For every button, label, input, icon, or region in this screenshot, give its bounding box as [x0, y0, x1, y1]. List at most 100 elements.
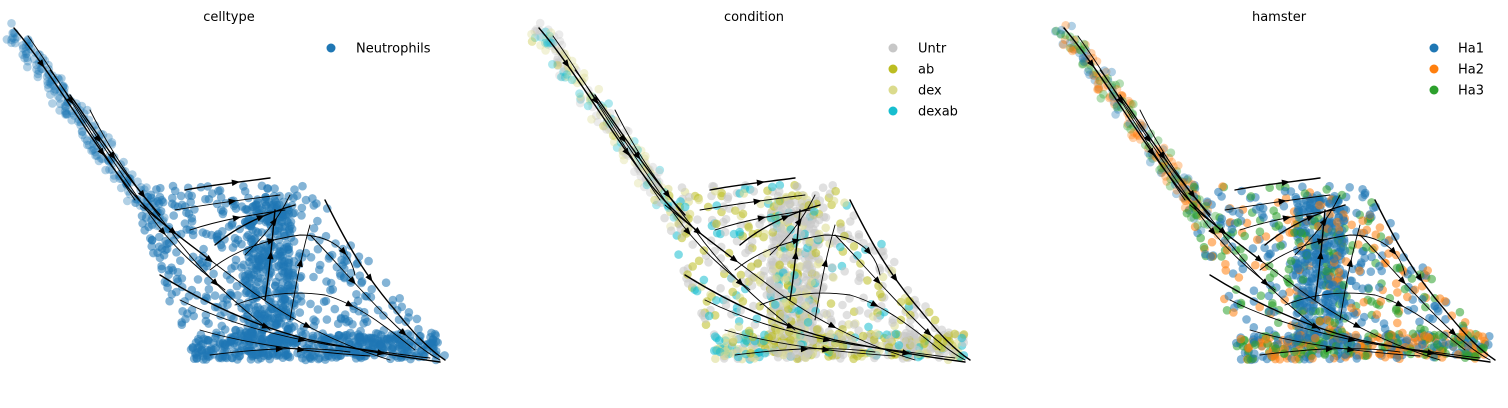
- data-point: [1290, 355, 1300, 364]
- data-point: [50, 87, 59, 96]
- data-point: [286, 217, 296, 227]
- data-point: [673, 212, 682, 221]
- data-point: [863, 276, 872, 285]
- data-point: [838, 300, 847, 310]
- legend-marker: [1429, 43, 1439, 53]
- streamline-arrow: [345, 300, 354, 307]
- data-point: [535, 18, 545, 28]
- data-point: [780, 253, 790, 263]
- data-point: [169, 211, 178, 220]
- data-point: [885, 335, 894, 344]
- data-point: [711, 354, 720, 364]
- data-point: [225, 288, 235, 298]
- data-point: [1127, 130, 1136, 140]
- streamline-arrow: [794, 217, 802, 227]
- panel-title: condition: [724, 10, 784, 25]
- data-point: [284, 258, 294, 268]
- data-point: [1236, 334, 1246, 344]
- data-point: [548, 38, 558, 48]
- data-point: [785, 199, 794, 209]
- scatter-points: [527, 18, 969, 365]
- data-point: [721, 214, 731, 224]
- data-point: [47, 77, 56, 86]
- data-point: [1164, 153, 1174, 163]
- data-point: [257, 254, 266, 263]
- data-point: [760, 229, 769, 238]
- data-point: [186, 197, 195, 207]
- data-point: [553, 58, 563, 68]
- data-point: [1295, 301, 1305, 311]
- data-point: [109, 171, 119, 180]
- streamline: [814, 224, 836, 321]
- data-point: [544, 25, 553, 34]
- data-point: [1083, 67, 1093, 76]
- streamline-arrow: [1319, 217, 1327, 227]
- data-point: [688, 262, 697, 271]
- streamline-arrow: [1208, 227, 1216, 236]
- data-point: [640, 182, 649, 192]
- data-point: [1246, 192, 1256, 201]
- data-point: [258, 285, 267, 295]
- data-point: [694, 195, 704, 205]
- data-point: [1338, 305, 1347, 314]
- data-point: [1352, 208, 1361, 218]
- data-point: [1427, 274, 1436, 284]
- data-point: [57, 74, 66, 83]
- data-point: [297, 297, 306, 306]
- data-point: [894, 341, 904, 350]
- data-point: [262, 216, 272, 225]
- data-point: [645, 188, 655, 197]
- legend-label: Neutrophils: [356, 42, 431, 57]
- data-point: [811, 248, 821, 258]
- data-point: [870, 246, 880, 255]
- data-point: [397, 302, 407, 312]
- data-point: [744, 245, 754, 255]
- data-point: [1375, 283, 1384, 292]
- data-point: [352, 290, 361, 299]
- data-point: [172, 274, 182, 284]
- data-point: [322, 334, 331, 343]
- data-point: [106, 156, 116, 166]
- data-point: [214, 353, 224, 363]
- velocity-streamlines: [1063, 27, 1496, 363]
- data-point: [797, 199, 806, 208]
- data-point: [1162, 177, 1171, 186]
- data-point: [1313, 285, 1322, 295]
- streamline: [1284, 292, 1466, 351]
- streamline-arrow: [562, 59, 570, 68]
- panel-title: celltype: [203, 10, 254, 25]
- data-point: [872, 329, 881, 339]
- data-point: [704, 258, 713, 267]
- data-point: [227, 220, 237, 230]
- streamline-arrow: [821, 258, 828, 268]
- data-point: [1418, 340, 1427, 349]
- data-point: [1380, 324, 1390, 334]
- data-point: [648, 162, 658, 172]
- data-point: [573, 78, 582, 88]
- data-point: [1296, 228, 1306, 238]
- data-point: [322, 204, 332, 213]
- data-point: [777, 339, 787, 349]
- data-point: [1189, 182, 1199, 192]
- data-point: [594, 84, 604, 94]
- data-point: [243, 310, 253, 319]
- data-point: [1058, 39, 1068, 49]
- data-point: [1285, 287, 1294, 297]
- data-point: [699, 246, 709, 255]
- streamline: [759, 292, 941, 351]
- streamline: [1339, 224, 1361, 321]
- data-point: [1367, 252, 1376, 262]
- data-point: [768, 182, 777, 192]
- data-point: [611, 116, 620, 126]
- data-point: [78, 127, 87, 136]
- data-point: [10, 38, 20, 48]
- data-point: [1078, 59, 1088, 68]
- data-point: [322, 277, 331, 286]
- streamline-arrow: [348, 276, 356, 285]
- data-point: [204, 194, 214, 204]
- data-point: [1322, 266, 1331, 276]
- streamline-arrow: [1352, 321, 1362, 329]
- data-point: [957, 333, 967, 343]
- data-point: [1056, 30, 1065, 39]
- streamline: [244, 194, 291, 256]
